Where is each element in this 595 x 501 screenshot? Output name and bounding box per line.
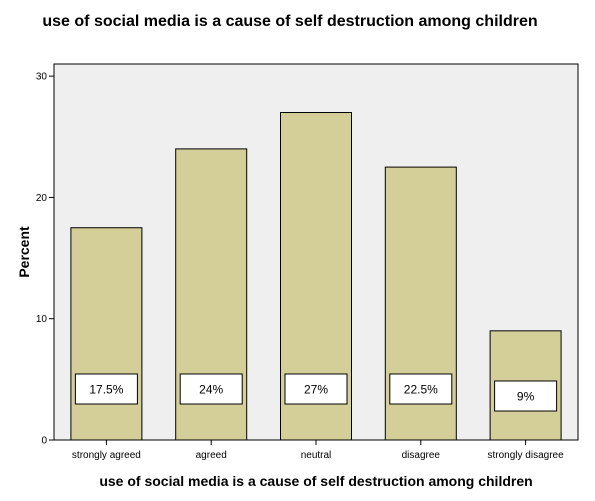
data-label: 22.5% [404, 383, 438, 397]
chart-title: use of social media is a cause of self d… [42, 13, 537, 30]
data-label-box [74, 373, 138, 405]
data-label: 17.5% [89, 383, 123, 397]
x-tick-label: strongly agreed [72, 450, 141, 461]
y-tick-label: 30 [36, 72, 48, 83]
y-tick-label: 20 [36, 193, 48, 204]
data-label-box [179, 373, 243, 405]
data-label: 9% [517, 390, 535, 404]
y-axis: 0 10 20 30 [36, 64, 55, 447]
y-tick-label: 10 [36, 314, 48, 325]
y-tick-label: 0 [41, 436, 47, 447]
x-axis: strongly agreed agreed neutral disagree stro… [54, 439, 578, 461]
x-tick-label: neutral [301, 450, 332, 461]
data-label-box [389, 373, 453, 405]
bar-strongly-agreed [70, 227, 143, 441]
x-tick-label: strongly disagree [488, 450, 565, 461]
data-label: 27% [304, 383, 328, 397]
x-tick-label: disagree [402, 450, 441, 461]
data-label-box [494, 380, 558, 412]
data-label-box [284, 373, 348, 405]
y-axis-title: Percent [16, 226, 32, 278]
data-label: 24% [199, 383, 223, 397]
x-axis-title: use of social media is a cause of self d… [99, 473, 532, 489]
data-labels: 17.5% 24% 27% 22.5% 9% [74, 373, 558, 412]
x-tick-label: agreed [196, 450, 227, 461]
